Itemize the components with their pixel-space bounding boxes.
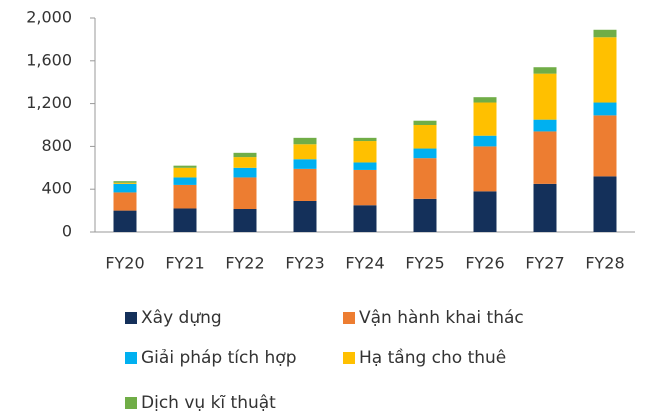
bar-segment xyxy=(353,162,377,170)
bar-segment xyxy=(413,158,437,199)
bar-segment xyxy=(413,125,437,149)
legend-label: Dịch vụ kĩ thuật xyxy=(141,393,276,413)
bar-segment xyxy=(293,137,317,145)
bar-segment xyxy=(173,177,197,185)
bar-segment xyxy=(473,191,497,232)
legend-label: Vận hành khai thác xyxy=(359,308,524,328)
y-tick-label: 1,200 xyxy=(26,93,72,112)
bar-segment xyxy=(233,152,257,158)
x-tick-label: FY21 xyxy=(165,254,204,273)
y-tick-label: 1,600 xyxy=(26,50,72,69)
bar-segment xyxy=(353,141,377,163)
legend-label: Hạ tầng cho thuê xyxy=(359,347,506,368)
bar-segment xyxy=(473,135,497,147)
bar-segment xyxy=(233,157,257,168)
bar-segment xyxy=(473,146,497,192)
bar-segment xyxy=(593,102,617,116)
bar-segment xyxy=(473,97,497,103)
bar-segment xyxy=(173,208,197,232)
bar-segment xyxy=(113,182,137,184)
bar-segment xyxy=(173,184,197,209)
bar-segment xyxy=(593,115,617,177)
bar-segment xyxy=(233,208,257,232)
x-tick-label: FY28 xyxy=(585,254,624,273)
bar-segment xyxy=(533,67,557,74)
bar-segment xyxy=(113,183,137,193)
bar-segment xyxy=(593,37,617,103)
legend-swatch xyxy=(125,397,137,409)
y-tick-label: 0 xyxy=(62,222,72,241)
legend-swatch xyxy=(343,352,355,364)
bar-segment xyxy=(413,198,437,232)
bar-segment xyxy=(233,167,257,178)
bar-segment xyxy=(173,167,197,178)
y-tick-label: 800 xyxy=(41,136,72,155)
bar-segment xyxy=(353,169,377,206)
x-tick-label: FY20 xyxy=(105,254,144,273)
bar-segment xyxy=(413,148,437,159)
bar-segment xyxy=(293,168,317,201)
x-tick-label: FY23 xyxy=(285,254,324,273)
x-tick-label: FY27 xyxy=(525,254,564,273)
bar-segment xyxy=(113,210,137,232)
x-tick-label: FY22 xyxy=(225,254,264,273)
bar-segment xyxy=(413,120,437,125)
bar-segment xyxy=(533,73,557,120)
bar-segment xyxy=(293,200,317,232)
bar-segment xyxy=(113,192,137,211)
bar-segment xyxy=(353,205,377,232)
x-tick-label: FY25 xyxy=(405,254,444,273)
bar-segment xyxy=(173,165,197,168)
legend-label: Giải pháp tích hợp xyxy=(141,348,297,368)
legend-label: Xây dựng xyxy=(141,308,222,328)
bar-segment xyxy=(593,29,617,38)
x-tick-label: FY26 xyxy=(465,254,504,273)
bar-segment xyxy=(593,176,617,232)
bar-segment xyxy=(233,177,257,209)
bar-segment xyxy=(473,102,497,136)
bar-segment xyxy=(533,131,557,184)
legend-swatch xyxy=(125,352,137,364)
bar-segment xyxy=(113,181,137,183)
bar-segment xyxy=(293,144,317,160)
bar-segment xyxy=(533,119,557,132)
bar-segment xyxy=(353,137,377,142)
y-tick-label: 400 xyxy=(41,179,72,198)
legend-swatch xyxy=(125,312,137,324)
y-tick-label: 2,000 xyxy=(26,8,72,27)
bar-segment xyxy=(293,159,317,169)
x-tick-label: FY24 xyxy=(345,254,384,273)
bar-segment xyxy=(533,183,557,232)
legend-swatch xyxy=(343,312,355,324)
